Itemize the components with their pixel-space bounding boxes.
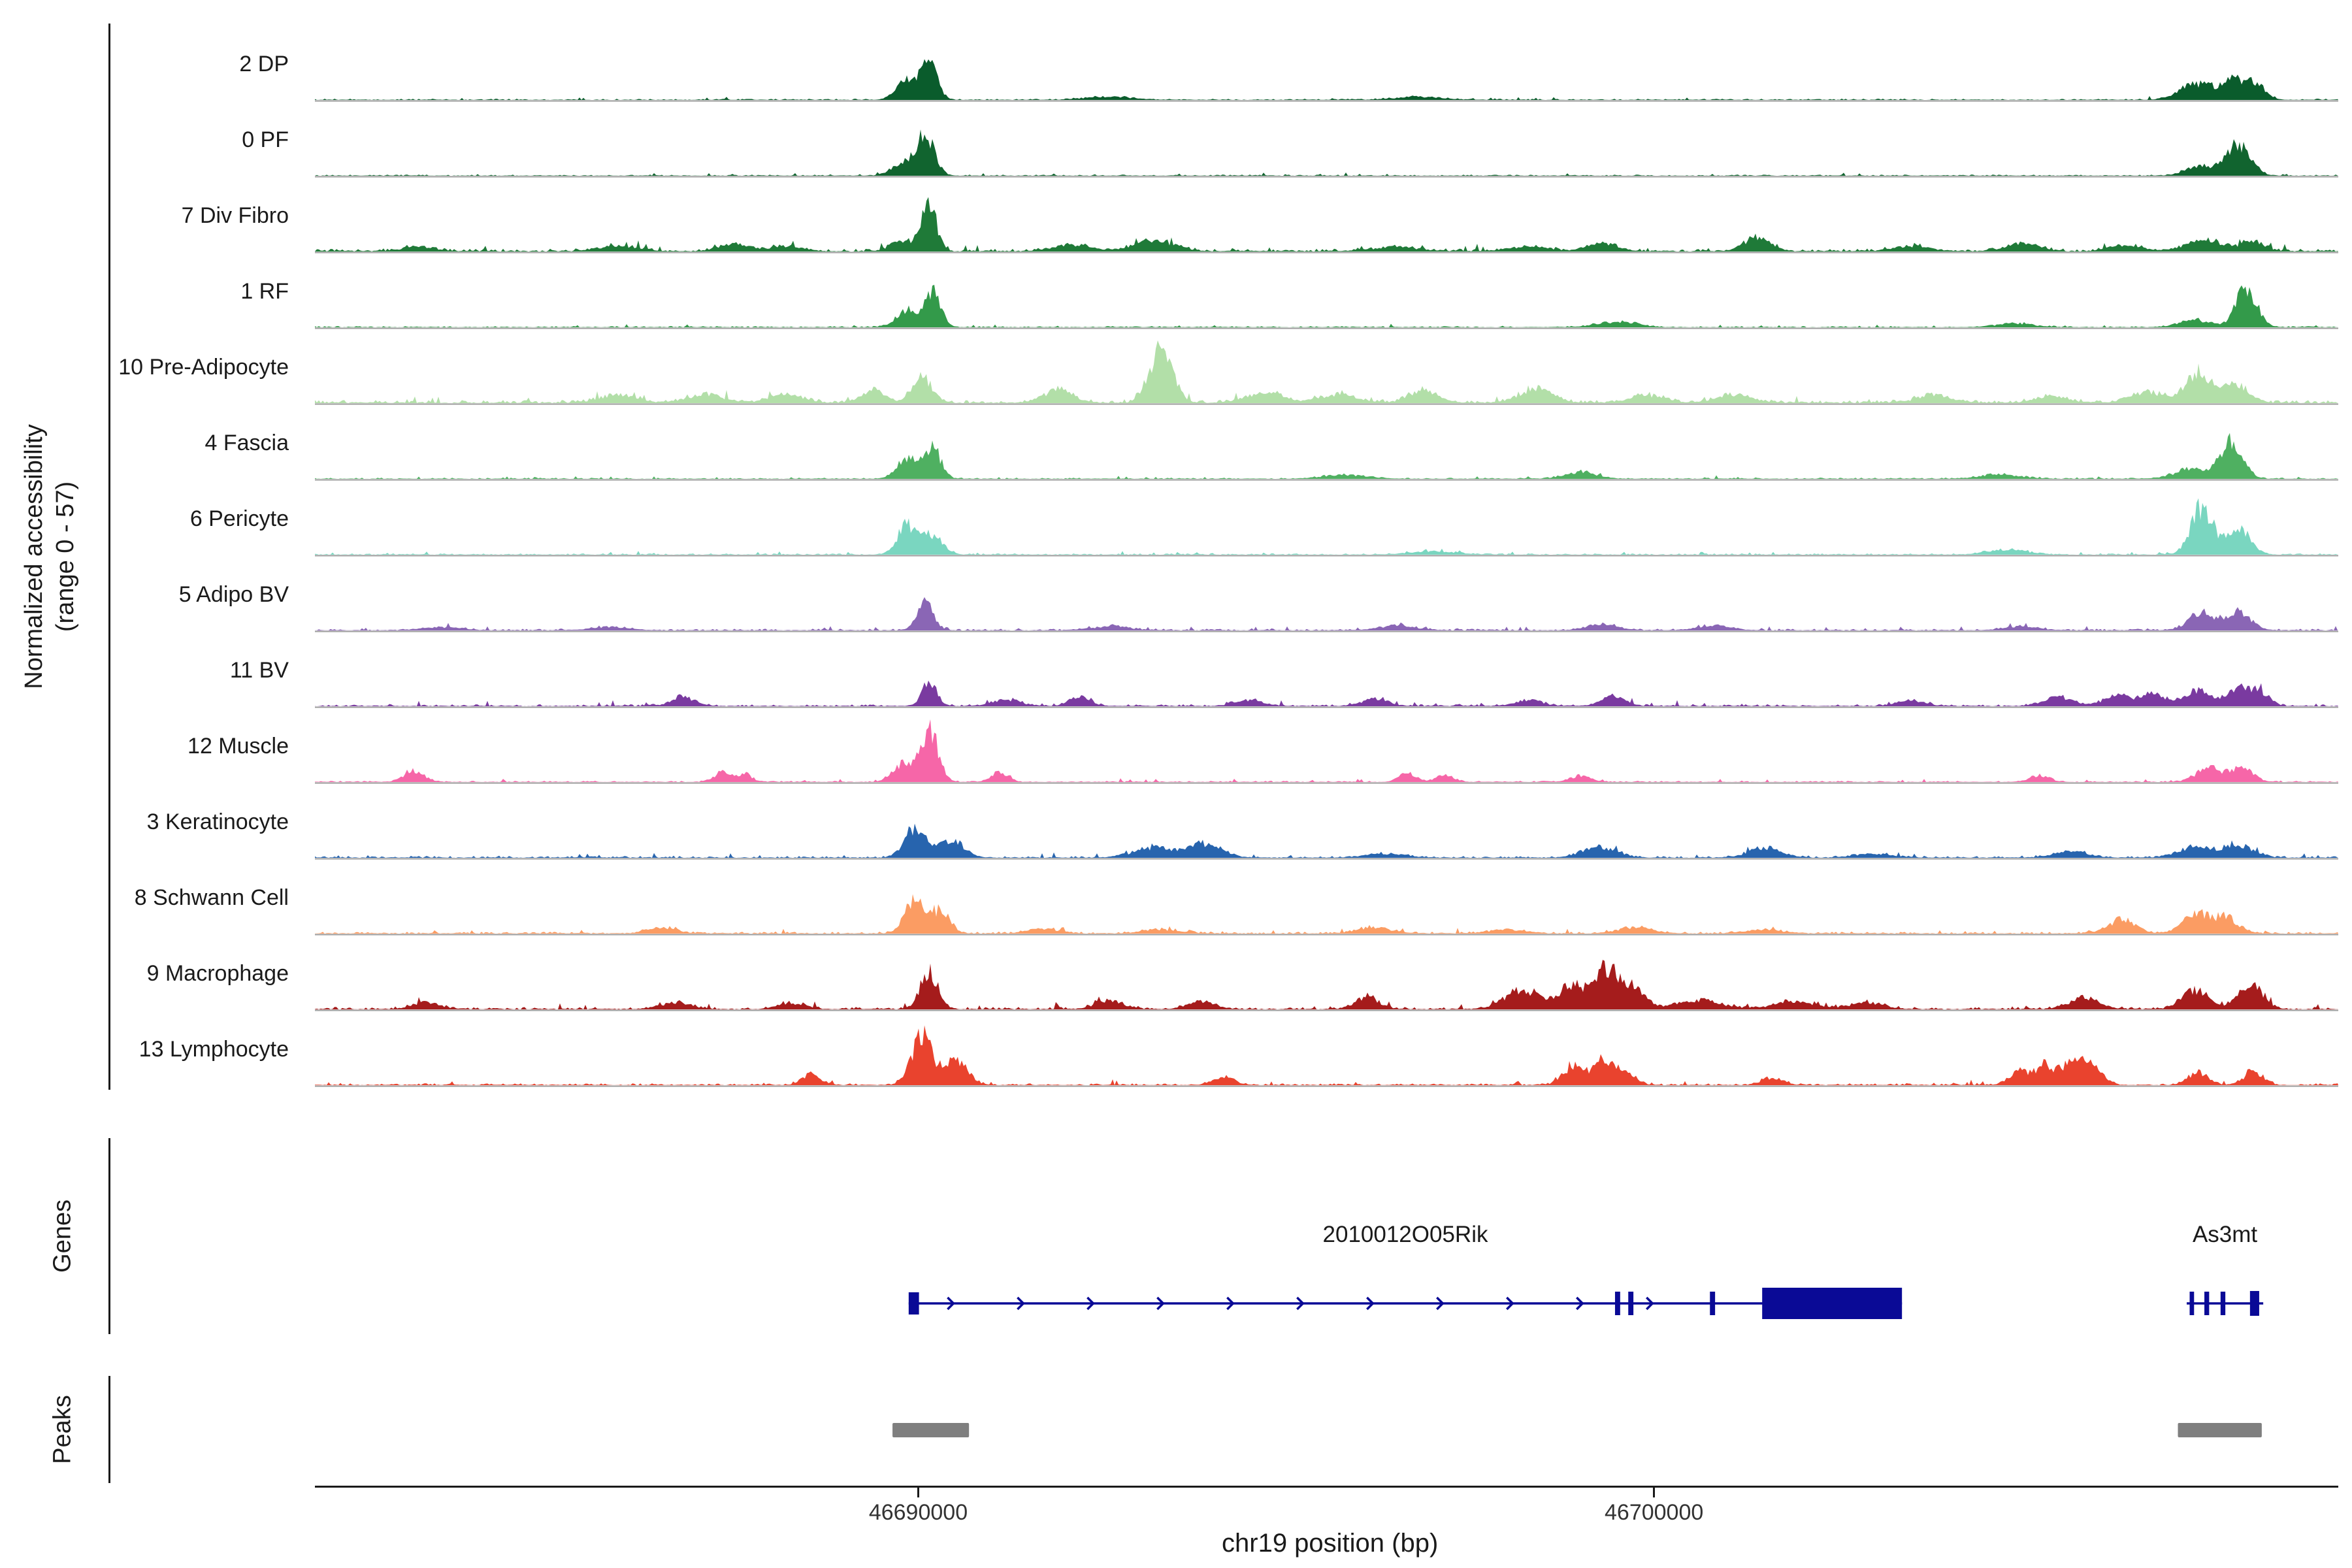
track-signal: [315, 680, 2338, 708]
gene-exon: [1614, 1292, 1620, 1315]
peak-region-bar: [2178, 1423, 2262, 1437]
track-signal: [315, 59, 2338, 102]
peak-region-bar: [892, 1423, 970, 1437]
track-row-1-rf: 1 RF: [0, 253, 2352, 329]
gene-2010012O05Rik: 2010012O05Rik: [908, 1222, 1903, 1319]
genes-section-label: Genes: [48, 1200, 76, 1273]
track-row-9-macrophage: 9 Macrophage: [0, 936, 2352, 1011]
strand-arrow-icon: [1506, 1296, 1514, 1311]
track-label: 7 Div Fibro: [181, 203, 289, 228]
track-signal: [315, 129, 2338, 178]
gene-exon: [1762, 1288, 1903, 1319]
gene-exon: [2220, 1292, 2226, 1315]
track-row-5-adipo-bv: 5 Adipo BV: [0, 557, 2352, 632]
gene-models: 2010012O05Rik As3mt: [908, 1222, 2264, 1319]
track-row-8-schwann-cell: 8 Schwann Cell: [0, 860, 2352, 936]
track-label: 10 Pre-Adipocyte: [118, 354, 289, 380]
track-row-0-pf: 0 PF: [0, 102, 2352, 178]
gene-exon: [908, 1292, 919, 1315]
gene-exon: [2204, 1292, 2210, 1315]
peaks-axis-line: [108, 1376, 110, 1483]
track-label: 3 Keratinocyte: [146, 809, 289, 834]
track-label: 0 PF: [242, 127, 289, 152]
gene-exon: [2189, 1292, 2195, 1315]
gene-As3mt: As3mt: [2187, 1222, 2264, 1316]
track-signal: [315, 498, 2338, 557]
track-signal: [315, 597, 2338, 632]
x-axis-line: [315, 1486, 2338, 1488]
track-signal: [315, 894, 2338, 936]
gene-exon: [2249, 1291, 2259, 1316]
svg-text:2010012O05Rik: 2010012O05Rik: [1323, 1222, 1488, 1247]
track-row-13-lymphocyte: 13 Lymphocyte: [0, 1011, 2352, 1087]
x-tick-label: 46700000: [1605, 1500, 1704, 1525]
track-label: 11 BV: [229, 657, 289, 683]
track-row-10-pre-adipocyte: 10 Pre-Adipocyte: [0, 329, 2352, 405]
strand-arrow-icon: [1017, 1296, 1025, 1311]
track-row-6-pericyte: 6 Pericyte: [0, 481, 2352, 557]
track-row-12-muscle: 12 Muscle: [0, 708, 2352, 784]
track-signal: [315, 340, 2338, 405]
track-row-11-bv: 11 BV: [0, 632, 2352, 708]
track-label: 8 Schwann Cell: [134, 885, 289, 910]
peaks-section-label: Peaks: [48, 1395, 76, 1464]
gene-exon: [1628, 1292, 1634, 1315]
strand-arrow-icon: [1296, 1296, 1305, 1311]
track-label: 9 Macrophage: [146, 960, 289, 986]
x-tick-label: 46690000: [868, 1500, 968, 1525]
x-tick-mark: [1653, 1488, 1656, 1497]
track-label: 1 RF: [240, 278, 289, 304]
strand-arrow-icon: [947, 1296, 955, 1311]
gene-exon: [1710, 1292, 1716, 1315]
track-label: 6 Pericyte: [189, 506, 289, 531]
strand-arrow-icon: [1226, 1296, 1235, 1311]
track-signal: [315, 719, 2338, 784]
strand-arrow-icon: [1086, 1296, 1095, 1311]
x-tick-mark: [917, 1488, 919, 1497]
track-row-3-keratinocyte: 3 Keratinocyte: [0, 784, 2352, 860]
track-row-4-fascia: 4 Fascia: [0, 405, 2352, 481]
genes-axis-line: [108, 1138, 110, 1334]
track-signal: [315, 197, 2338, 253]
track-signal: [315, 284, 2338, 329]
track-signal: [315, 823, 2338, 860]
track-label: 12 Muscle: [188, 733, 289, 759]
track-row-2-dp: 2 DP: [0, 26, 2352, 102]
strand-arrow-icon: [1576, 1296, 1584, 1311]
track-label: 4 Fascia: [204, 430, 289, 455]
strand-arrow-icon: [1646, 1296, 1654, 1311]
strand-arrow-icon: [1436, 1296, 1445, 1311]
tracks-axis-line: [108, 24, 110, 1090]
track-label: 13 Lymphocyte: [139, 1036, 289, 1062]
strand-arrow-icon: [1366, 1296, 1375, 1311]
track-label: 5 Adipo BV: [178, 581, 289, 607]
x-axis-title: chr19 position (bp): [1222, 1529, 1439, 1558]
track-signal: [315, 1025, 2338, 1087]
peak-regions: [892, 1423, 2262, 1437]
track-signal: [315, 960, 2338, 1011]
strand-arrow-icon: [1156, 1296, 1165, 1311]
track-label: 2 DP: [239, 51, 289, 76]
track-row-7-div-fibro: 7 Div Fibro: [0, 178, 2352, 253]
svg-text:As3mt: As3mt: [2193, 1222, 2257, 1247]
track-signal: [315, 433, 2338, 481]
